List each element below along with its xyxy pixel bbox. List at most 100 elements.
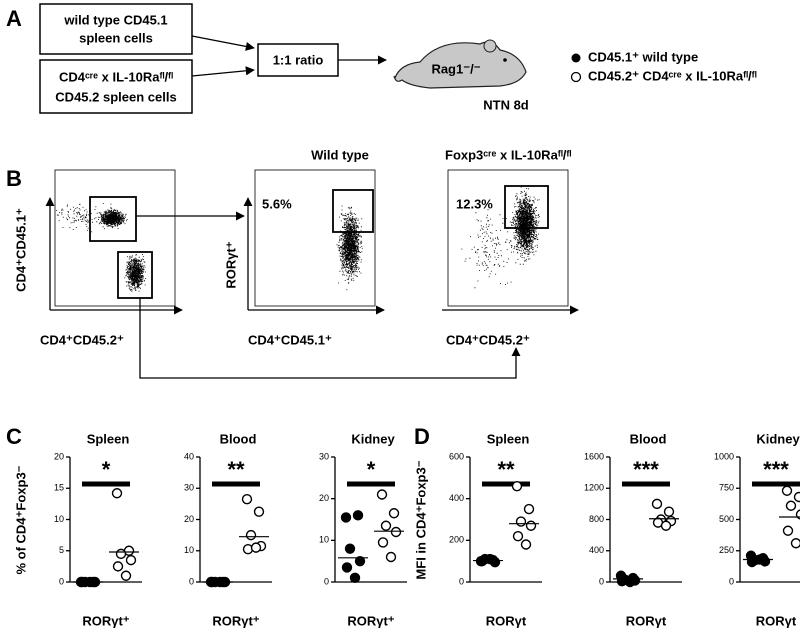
data-point: [250, 542, 262, 553]
arrow: [191, 66, 255, 77]
data-point: [385, 551, 397, 563]
plot-title: Wild type: [311, 147, 369, 162]
chart-title: Blood: [220, 431, 257, 446]
data-point: [785, 500, 797, 511]
timepoint: NTN 8d: [483, 97, 529, 112]
chart-title: Kidney: [756, 431, 800, 446]
axis-label: CD4⁺CD45.2⁺: [446, 332, 530, 347]
significance: *: [102, 457, 111, 482]
data-point: [341, 562, 353, 573]
data-point: [377, 537, 389, 548]
panel-label: C: [6, 424, 22, 449]
data-point: [484, 553, 496, 565]
panel-label: B: [6, 166, 22, 191]
flow-events: [509, 186, 540, 265]
plot-frame: [447, 169, 569, 307]
box-text: spleen cells: [79, 30, 153, 45]
data-point: [390, 526, 402, 538]
y-tick-label: 20: [54, 451, 64, 461]
chart-title: Blood: [630, 431, 667, 446]
plot-frame: [254, 169, 376, 307]
mouse-label: Rag1⁻/⁻: [431, 61, 480, 76]
y-tick-label: 0: [189, 576, 194, 586]
data-point: [376, 489, 388, 500]
data-point: [793, 491, 800, 503]
panel-label: A: [6, 6, 22, 31]
plot-title: Foxp3ᶜʳᵉ x IL-10Raᶠˡ/ᶠˡ: [445, 147, 572, 162]
data-point: [380, 520, 392, 531]
y-tick-label: 1200: [584, 483, 604, 493]
data-point: [790, 538, 800, 549]
y-tick-label: 250: [719, 545, 734, 555]
arrow: [191, 35, 255, 51]
x-tick-label: RORγt: [486, 613, 527, 628]
mouse-eye: [503, 58, 507, 62]
x-tick-label: RORγt: [756, 613, 797, 628]
box-text: CD4ᶜʳᵉ x IL-10Raᶠˡ/ᶠˡ: [59, 69, 173, 84]
data-point: [781, 485, 793, 496]
chart-title: Spleen: [487, 431, 530, 446]
significance: ***: [633, 457, 659, 482]
x-tick-label: RORγt⁺: [212, 613, 259, 628]
y-tick-label: 0: [324, 576, 329, 586]
data-point: [520, 539, 532, 550]
data-point: [245, 529, 257, 541]
gate: [117, 251, 153, 299]
x-tick-label: RORγt⁺: [82, 613, 129, 628]
y-tick-label: 30: [319, 451, 329, 461]
data-point: [340, 512, 352, 523]
data-point: [111, 488, 123, 499]
arrow: [139, 298, 521, 379]
significance: **: [227, 457, 245, 482]
gate: [332, 189, 374, 233]
data-point: [120, 570, 132, 581]
data-point: [512, 530, 524, 542]
y-tick-label: 1000: [714, 451, 734, 461]
data-point: [523, 503, 535, 515]
mouse-ear: [483, 39, 497, 53]
gate-label: 5.6%: [262, 196, 292, 211]
y-tick-label: 10: [319, 535, 329, 545]
legend-label: CD45.2⁺ CD4ᶜʳᵉ x IL-10Raᶠˡ/ᶠˡ: [588, 68, 757, 83]
data-point: [115, 548, 127, 560]
y-tick-label: 750: [719, 483, 734, 493]
axis-label: CD4⁺CD45.2⁺: [40, 332, 124, 347]
data-point: [253, 506, 265, 517]
significance: ***: [763, 457, 789, 482]
gate: [89, 196, 137, 242]
y-tick-label: 200: [449, 535, 464, 545]
y-tick-label: 600: [449, 451, 464, 461]
data-point: [344, 543, 356, 554]
data-point: [125, 554, 137, 566]
y-tick-label: 20: [319, 493, 329, 503]
x-tick-label: RORγt⁺: [347, 613, 394, 628]
y-tick-label: 30: [184, 483, 194, 493]
data-point: [112, 561, 124, 572]
significance: **: [497, 457, 515, 482]
data-point: [354, 555, 366, 567]
chart-title: Spleen: [87, 431, 130, 446]
y-axis-label: % of CD4⁺Foxp3⁻: [13, 465, 28, 574]
data-point: [624, 576, 636, 588]
data-point: [651, 498, 663, 510]
box-text: wild type CD45.1: [63, 12, 167, 27]
y-tick-label: 15: [54, 483, 64, 493]
ratio-text: 1:1 ratio: [273, 52, 324, 67]
box: [257, 43, 339, 77]
chart-title: Kidney: [351, 431, 395, 446]
y-tick-label: 10: [54, 514, 64, 524]
data-point: [241, 493, 253, 505]
data-point: [388, 508, 400, 519]
flow-events: [98, 207, 128, 229]
flow-events: [336, 205, 363, 291]
y-tick-label: 400: [449, 493, 464, 503]
x-tick-label: RORγt: [626, 613, 667, 628]
flow-plots: [45, 169, 579, 315]
y-tick-label: 40: [184, 451, 194, 461]
legend-label: CD45.1⁺ wild type: [588, 49, 698, 64]
y-tick-label: 400: [589, 545, 604, 555]
axis-label: RORγt⁺: [223, 241, 238, 288]
y-tick-label: 0: [729, 576, 734, 586]
plot-frame: [54, 169, 176, 307]
y-tick-label: 20: [184, 514, 194, 524]
